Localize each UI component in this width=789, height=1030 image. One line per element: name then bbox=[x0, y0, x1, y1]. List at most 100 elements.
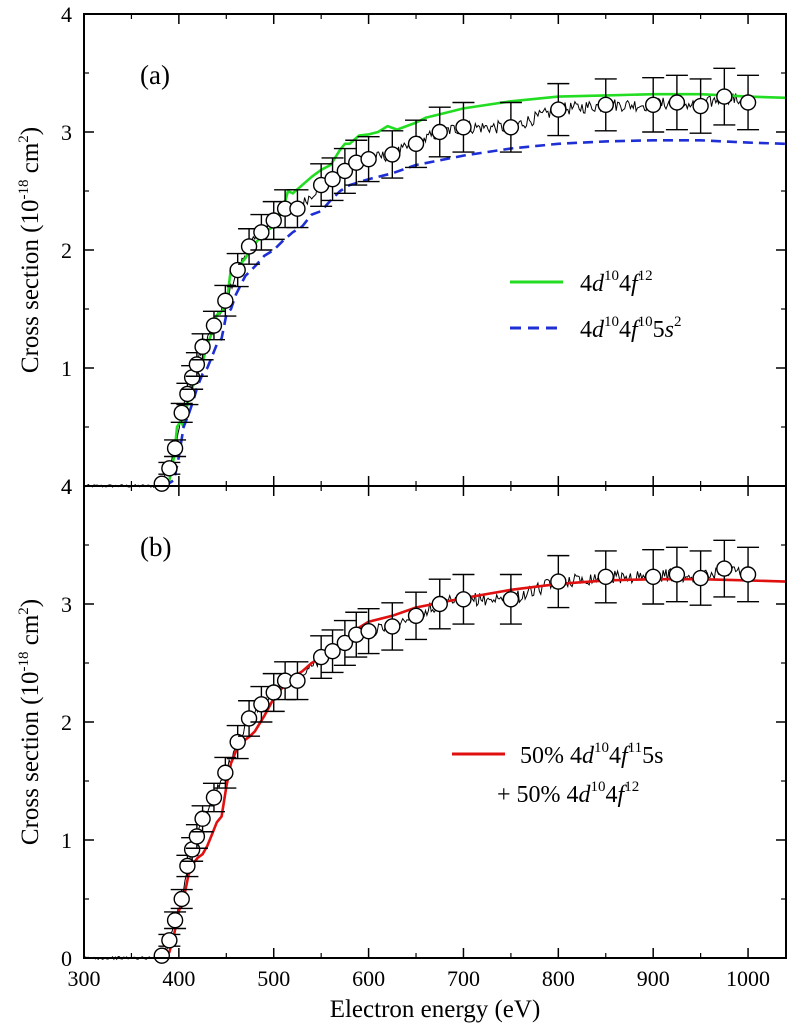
data-point bbox=[250, 685, 273, 723]
data-point bbox=[547, 554, 570, 609]
data-point-marker bbox=[194, 338, 211, 355]
data-point bbox=[226, 724, 249, 760]
data-point bbox=[185, 351, 208, 377]
panel-b-y-axis-label: Cross section (10-18 cm2) bbox=[16, 599, 44, 845]
x-tick-label: 300 bbox=[68, 966, 101, 991]
data-point-marker bbox=[205, 789, 223, 806]
data-point-marker bbox=[739, 94, 757, 111]
x-tick-label: 700 bbox=[447, 966, 480, 991]
data-point bbox=[333, 147, 356, 195]
data-point bbox=[170, 402, 193, 423]
y-tick-label: 4 bbox=[61, 474, 72, 499]
data-point bbox=[286, 189, 309, 229]
data-point bbox=[594, 78, 617, 132]
data-point bbox=[357, 136, 380, 183]
data-point-marker bbox=[739, 566, 757, 583]
data-point bbox=[547, 82, 570, 137]
data-point-marker bbox=[173, 890, 190, 908]
data-point-marker bbox=[161, 460, 178, 477]
data-point bbox=[689, 78, 712, 134]
data-point bbox=[226, 252, 249, 288]
data-point-marker bbox=[455, 591, 472, 608]
data-point-marker bbox=[229, 733, 246, 751]
data-point-marker bbox=[431, 595, 448, 613]
data-point bbox=[176, 854, 199, 878]
data-point-marker bbox=[289, 672, 306, 689]
data-point-marker bbox=[597, 96, 614, 114]
data-point-marker bbox=[668, 566, 686, 583]
data-point-marker bbox=[205, 317, 223, 334]
data-point-marker bbox=[188, 356, 206, 373]
x-tick-label: 800 bbox=[542, 966, 575, 991]
y-tick-label: 2 bbox=[61, 710, 72, 735]
data-point bbox=[191, 805, 214, 833]
y-tick-label: 2 bbox=[61, 238, 72, 263]
data-point-marker bbox=[229, 261, 246, 279]
data-point bbox=[713, 539, 736, 598]
data-point-marker bbox=[384, 146, 401, 163]
y-tick-label: 0 bbox=[61, 946, 72, 971]
panel-a-label: (a) bbox=[140, 60, 170, 90]
data-point-marker bbox=[265, 684, 282, 701]
data-point bbox=[428, 106, 451, 158]
data-point bbox=[333, 619, 356, 667]
data-point bbox=[176, 382, 199, 406]
data-point bbox=[262, 200, 285, 241]
data-point-marker bbox=[188, 828, 206, 845]
data-point-marker bbox=[407, 135, 425, 153]
data-point-marker bbox=[455, 119, 472, 136]
data-point-marker bbox=[644, 96, 662, 114]
data-point bbox=[737, 546, 760, 603]
y-tick-label: 1 bbox=[61, 356, 72, 381]
panel-b: 300 400 500 600 700 800 900 1000 0 1 2 3 4 (b) Cross… bbox=[16, 474, 787, 991]
data-point bbox=[452, 573, 475, 625]
data-point bbox=[665, 74, 688, 131]
data-point bbox=[405, 591, 428, 641]
data-point-marker bbox=[289, 200, 306, 217]
data-point bbox=[405, 119, 428, 169]
data-point-marker bbox=[692, 569, 709, 587]
data-point bbox=[170, 888, 193, 910]
data-point-marker bbox=[166, 440, 184, 457]
y-tick-label: 3 bbox=[61, 120, 72, 145]
data-point bbox=[191, 333, 214, 361]
data-point bbox=[499, 101, 522, 153]
data-point-marker bbox=[668, 94, 686, 111]
data-point bbox=[185, 823, 208, 849]
data-point-marker bbox=[179, 385, 196, 403]
data-point bbox=[158, 932, 181, 949]
x-axis-label: Electron energy (eV) bbox=[330, 996, 541, 1023]
panel-a: 4 1 2 3 4 (a) Cross section (10-18 cm2) 4d10… bbox=[16, 2, 787, 499]
panel-a-y-axis-label: Cross section (10-18 cm2) bbox=[16, 127, 44, 373]
data-point bbox=[689, 550, 712, 606]
data-point-marker bbox=[644, 568, 662, 586]
data-point-marker bbox=[692, 97, 709, 115]
data-point-marker bbox=[550, 573, 567, 590]
panel-b-label: (b) bbox=[140, 532, 171, 562]
data-point-marker bbox=[360, 150, 377, 168]
data-point-marker bbox=[407, 607, 425, 624]
y-tick-label: 3 bbox=[61, 592, 72, 617]
data-point-marker bbox=[240, 238, 258, 255]
legend-blue-label: 4d104f105s2 bbox=[580, 314, 682, 343]
x-tick-label: 600 bbox=[352, 966, 385, 991]
data-point bbox=[153, 475, 170, 492]
data-point-marker bbox=[716, 88, 733, 105]
x-tick-label: 400 bbox=[162, 966, 195, 991]
y-tick-label: 4 bbox=[61, 2, 72, 27]
data-point-marker bbox=[324, 643, 341, 660]
data-point bbox=[321, 629, 344, 674]
data-point bbox=[262, 672, 285, 713]
data-point-marker bbox=[253, 224, 270, 241]
y-tick-label: 1 bbox=[61, 828, 72, 853]
y-tick-label: 4 bbox=[61, 474, 72, 499]
data-point-marker bbox=[166, 912, 184, 929]
data-point bbox=[452, 101, 475, 153]
x-tick-label: 500 bbox=[257, 966, 290, 991]
data-point bbox=[642, 549, 665, 605]
panel-a-legend: 4d104f12 4d104f105s2 bbox=[510, 268, 682, 343]
data-point-marker bbox=[336, 634, 354, 652]
data-point bbox=[158, 460, 181, 477]
data-point bbox=[214, 284, 237, 317]
data-point-marker bbox=[597, 568, 614, 586]
